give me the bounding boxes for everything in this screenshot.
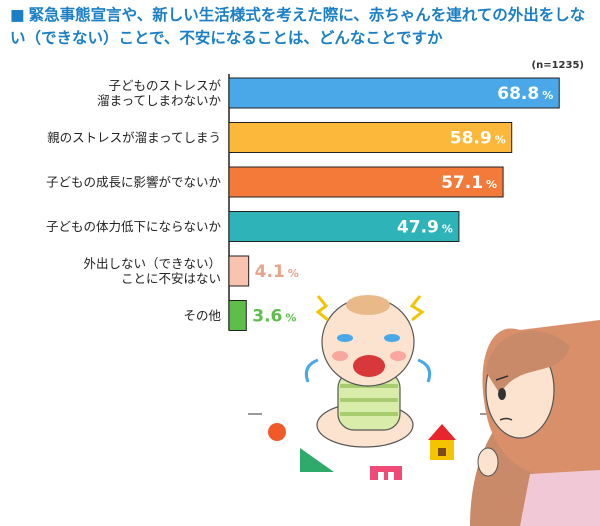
value-label-4: 47.9% <box>397 218 453 238</box>
category-label-3: 子どもの成長に影響がでないか <box>46 175 222 190</box>
value-label-5: 4.1% <box>255 262 299 282</box>
chart-title: ■ 緊急事態宣言や、新しい生活様式を考えた際に、赤ちゃんを連れての外出をしない（で… <box>10 4 595 50</box>
bar-6 <box>228 300 247 331</box>
crying-baby-icon <box>304 295 432 448</box>
bar-1 <box>228 77 560 109</box>
worried-mother-icon <box>470 320 600 526</box>
category-label-6: その他 <box>183 308 221 323</box>
toy-blocks-icon <box>248 413 495 480</box>
value-label-2: 58.9% <box>450 129 506 149</box>
sample-size-note: (n=1235) <box>531 60 584 71</box>
bar-5 <box>228 255 250 287</box>
title-square-icon: ■ <box>10 6 25 24</box>
value-label-1: 68.8% <box>497 84 553 104</box>
category-label-1: 子どものストレスが溜まってしまわないか <box>97 78 221 108</box>
bar-4 <box>228 211 460 242</box>
chart-title-text: 緊急事態宣言や、新しい生活様式を考えた際に、赤ちゃんを連れての外出をしない（でき… <box>10 6 586 47</box>
category-label-5: 外出しない（できない）ことに不安はない <box>83 256 221 286</box>
bar-3 <box>228 166 504 198</box>
category-label-2: 親のストレスが溜まってしまう <box>47 130 221 145</box>
category-label-4: 子どもの体力低下にならないか <box>46 219 222 234</box>
value-label-6: 3.6% <box>252 307 296 327</box>
value-label-3: 57.1% <box>441 173 497 193</box>
bar-2 <box>228 122 513 153</box>
